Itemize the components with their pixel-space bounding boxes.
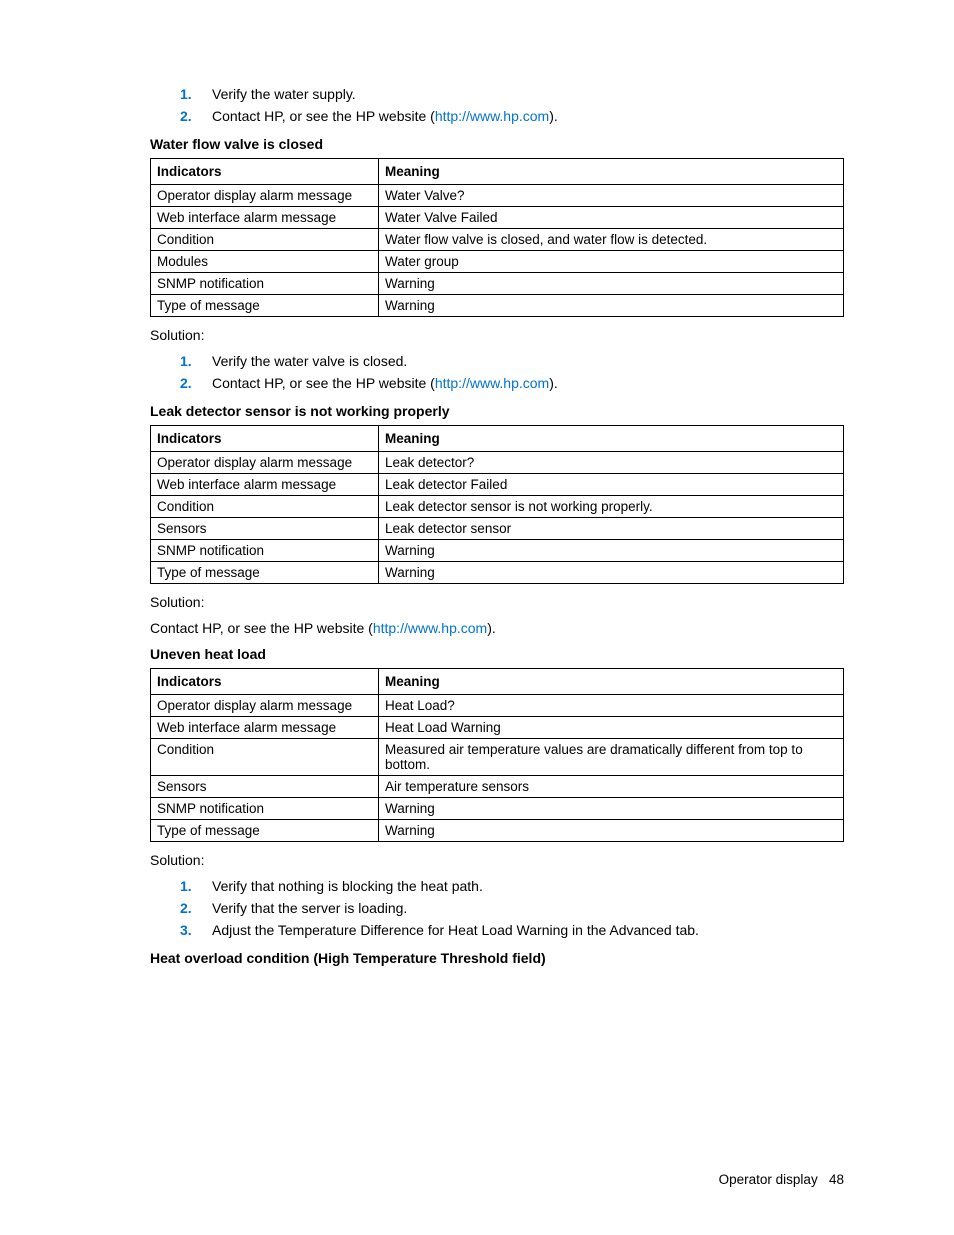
cell: SNMP notification xyxy=(151,273,379,295)
cell: Operator display alarm message xyxy=(151,695,379,717)
section-heading: Leak detector sensor is not working prop… xyxy=(150,403,844,419)
th-indicators: Indicators xyxy=(151,159,379,185)
cell: Modules xyxy=(151,251,379,273)
table-row: ConditionLeak detector sensor is not wor… xyxy=(151,496,844,518)
table-row: SensorsAir temperature sensors xyxy=(151,776,844,798)
indicator-table: Indicators Meaning Operator display alar… xyxy=(150,668,844,842)
cell: Web interface alarm message xyxy=(151,207,379,229)
list-item: Verify that the server is loading. xyxy=(180,900,844,916)
indicator-table: Indicators Meaning Operator display alar… xyxy=(150,425,844,584)
section-heading: Uneven heat load xyxy=(150,646,844,662)
th-indicators: Indicators xyxy=(151,669,379,695)
cell: Warning xyxy=(379,295,844,317)
section-heading: Water flow valve is closed xyxy=(150,136,844,152)
cell: Leak detector sensor is not working prop… xyxy=(379,496,844,518)
page: Verify the water supply. Contact HP, or … xyxy=(0,0,954,1235)
cell: Air temperature sensors xyxy=(379,776,844,798)
cell: Type of message xyxy=(151,295,379,317)
hp-link[interactable]: http://www.hp.com xyxy=(373,620,487,636)
cell: Water group xyxy=(379,251,844,273)
cell: Water flow valve is closed, and water fl… xyxy=(379,229,844,251)
cell: Leak detector? xyxy=(379,452,844,474)
cell: Condition xyxy=(151,739,379,776)
solution-text: Contact HP, or see the HP website ( xyxy=(150,620,373,636)
cell: Warning xyxy=(379,273,844,295)
list-item: Verify the water supply. xyxy=(180,86,844,102)
cell: Leak detector sensor xyxy=(379,518,844,540)
hp-link[interactable]: http://www.hp.com xyxy=(435,108,549,124)
solution-label: Solution: xyxy=(150,852,844,868)
list-item-suffix: ). xyxy=(549,108,558,124)
footer-label: Operator display xyxy=(719,1172,818,1187)
table-row: Web interface alarm messageHeat Load War… xyxy=(151,717,844,739)
cell: Operator display alarm message xyxy=(151,185,379,207)
cell: Sensors xyxy=(151,776,379,798)
cell: Warning xyxy=(379,798,844,820)
table-row: Web interface alarm messageWater Valve F… xyxy=(151,207,844,229)
solution-label: Solution: xyxy=(150,327,844,343)
cell: Water Valve? xyxy=(379,185,844,207)
list-item: Verify the water valve is closed. xyxy=(180,353,844,369)
cell: Measured air temperature values are dram… xyxy=(379,739,844,776)
list-item: Contact HP, or see the HP website (http:… xyxy=(180,375,844,391)
solution-label: Solution: xyxy=(150,594,844,610)
table-row: Web interface alarm messageLeak detector… xyxy=(151,474,844,496)
list-item: Contact HP, or see the HP website (http:… xyxy=(180,108,844,124)
section-heading: Heat overload condition (High Temperatur… xyxy=(150,950,844,966)
th-indicators: Indicators xyxy=(151,426,379,452)
solution-list: Verify the water valve is closed. Contac… xyxy=(150,353,844,391)
table-row: SNMP notificationWarning xyxy=(151,540,844,562)
top-ordered-list: Verify the water supply. Contact HP, or … xyxy=(150,86,844,124)
list-item-text: Contact HP, or see the HP website ( xyxy=(212,108,435,124)
table-row: ConditionWater flow valve is closed, and… xyxy=(151,229,844,251)
cell: Operator display alarm message xyxy=(151,452,379,474)
footer-page: 48 xyxy=(829,1172,844,1187)
list-item-suffix: ). xyxy=(549,375,558,391)
cell: Water Valve Failed xyxy=(379,207,844,229)
table-row: SNMP notificationWarning xyxy=(151,273,844,295)
table-row: ModulesWater group xyxy=(151,251,844,273)
cell: Leak detector Failed xyxy=(379,474,844,496)
table-row: Type of messageWarning xyxy=(151,295,844,317)
list-item: Adjust the Temperature Difference for He… xyxy=(180,922,844,938)
th-meaning: Meaning xyxy=(379,669,844,695)
table-row: SNMP notificationWarning xyxy=(151,798,844,820)
table-header-row: Indicators Meaning xyxy=(151,669,844,695)
cell: SNMP notification xyxy=(151,540,379,562)
table-header-row: Indicators Meaning xyxy=(151,159,844,185)
cell: Heat Load Warning xyxy=(379,717,844,739)
list-item: Verify that nothing is blocking the heat… xyxy=(180,878,844,894)
table-row: Operator display alarm messageWater Valv… xyxy=(151,185,844,207)
table-row: Operator display alarm messageHeat Load? xyxy=(151,695,844,717)
cell: Web interface alarm message xyxy=(151,717,379,739)
cell: Sensors xyxy=(151,518,379,540)
solution-suffix: ). xyxy=(487,620,496,636)
page-footer: Operator display 48 xyxy=(719,1172,844,1187)
table-row: Type of messageWarning xyxy=(151,562,844,584)
indicator-table: Indicators Meaning Operator display alar… xyxy=(150,158,844,317)
th-meaning: Meaning xyxy=(379,159,844,185)
cell: Web interface alarm message xyxy=(151,474,379,496)
cell: SNMP notification xyxy=(151,798,379,820)
table-row: Type of messageWarning xyxy=(151,820,844,842)
cell: Warning xyxy=(379,540,844,562)
table-row: SensorsLeak detector sensor xyxy=(151,518,844,540)
cell: Type of message xyxy=(151,820,379,842)
cell: Condition xyxy=(151,496,379,518)
table-row: Operator display alarm messageLeak detec… xyxy=(151,452,844,474)
cell: Heat Load? xyxy=(379,695,844,717)
cell: Type of message xyxy=(151,562,379,584)
solution-paragraph: Contact HP, or see the HP website (http:… xyxy=(150,620,844,636)
cell: Warning xyxy=(379,820,844,842)
table-row: ConditionMeasured air temperature values… xyxy=(151,739,844,776)
list-item-text: Contact HP, or see the HP website ( xyxy=(212,375,435,391)
cell: Warning xyxy=(379,562,844,584)
cell: Condition xyxy=(151,229,379,251)
hp-link[interactable]: http://www.hp.com xyxy=(435,375,549,391)
table-header-row: Indicators Meaning xyxy=(151,426,844,452)
solution-list: Verify that nothing is blocking the heat… xyxy=(150,878,844,938)
th-meaning: Meaning xyxy=(379,426,844,452)
